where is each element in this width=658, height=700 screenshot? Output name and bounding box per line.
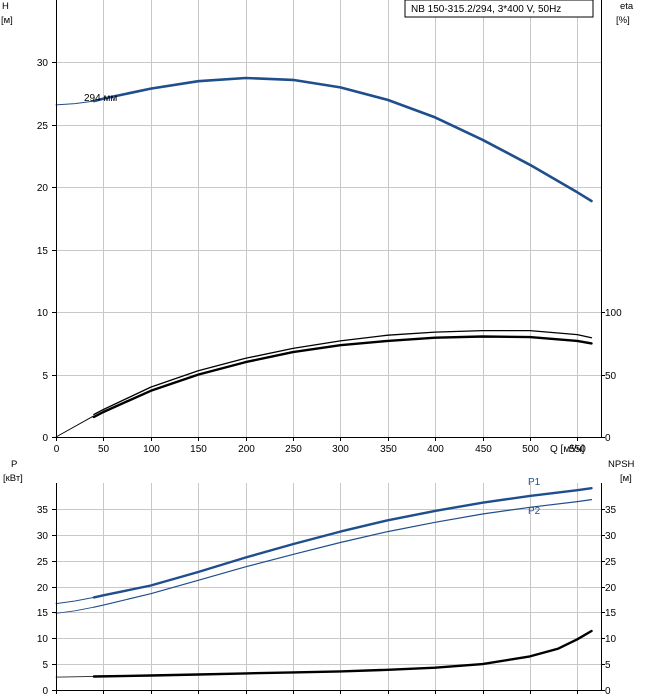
- bottom-left-axis-unit: [кВт]: [3, 473, 23, 484]
- top-right-tick-label: 50: [605, 371, 617, 382]
- top-series-line-3: [92, 335, 593, 419]
- top-left-tick-label: 20: [37, 183, 49, 194]
- bottom-series-line-5: [55, 676, 95, 678]
- top-right-tick-label: 100: [605, 308, 622, 319]
- top-series-line-4: [55, 415, 95, 438]
- x-axis-title: Q [м³/ч]: [550, 444, 585, 455]
- x-tick-label: 450: [475, 444, 492, 455]
- curves-layer: [55, 76, 593, 678]
- top-right-axis-title: eta: [620, 1, 634, 12]
- top-right-axis-unit: [%]: [616, 15, 630, 26]
- bottom-right-tick-label: 25: [605, 557, 617, 568]
- bottom-right-tick-label: 15: [605, 608, 617, 619]
- bottom-left-tick-label: 15: [37, 608, 49, 619]
- bottom-left-tick-label: 30: [37, 531, 49, 542]
- top-series-line-1: [55, 100, 95, 106]
- chart-title: NB 150-315.2/294, 3*400 V, 50Hz: [411, 4, 561, 15]
- top-left-tick-label: 0: [42, 433, 48, 444]
- bottom-series-line-1: [55, 596, 95, 605]
- bottom-left-tick-label: 0: [42, 686, 48, 697]
- bottom-right-tick-label: 5: [605, 660, 611, 671]
- top-right-tick-label: 0: [605, 433, 611, 444]
- top-series-line-0: [92, 76, 593, 203]
- bottom-series-line-p2: [93, 499, 593, 608]
- bottom-right-axis-unit: [м]: [620, 473, 632, 484]
- bottom-right-tick-label: 20: [605, 583, 617, 594]
- top-series-line-2: [93, 329, 593, 416]
- top-left-tick-label: 25: [37, 121, 49, 132]
- x-tick-label: 550: [569, 444, 586, 455]
- x-tick-label: 500: [522, 444, 539, 455]
- top-left-axis-title: H: [2, 1, 9, 12]
- bottom-series-line-3: [55, 606, 95, 614]
- bottom-right-tick-label: 35: [605, 505, 617, 516]
- top-left-tick-label: 5: [42, 371, 48, 382]
- x-tick-label: 100: [143, 444, 160, 455]
- x-tick-label: 150: [190, 444, 207, 455]
- x-tick-label: 400: [427, 444, 444, 455]
- series-label-p2: P2: [528, 506, 541, 517]
- bottom-left-tick-label: 5: [42, 660, 48, 671]
- top-left-tick-label: 30: [37, 58, 49, 69]
- bottom-left-tick-label: 10: [37, 634, 49, 645]
- bottom-left-tick-label: 20: [37, 583, 49, 594]
- bottom-right-axis-title: NPSH: [608, 459, 635, 470]
- bottom-panel-grid: [56, 483, 602, 690]
- top-left-axis-unit: [м]: [1, 15, 13, 26]
- x-tick-label: 0: [54, 444, 60, 455]
- series-label-p1: P1: [528, 477, 541, 488]
- bottom-right-tick-label: 10: [605, 634, 617, 645]
- x-tick-label: 250: [285, 444, 302, 455]
- x-tick-label: 50: [98, 444, 110, 455]
- labels-layer: NB 150-315.2/294, 3*400 V, 50Hz H [м] et…: [1, 0, 635, 517]
- bottom-right-tick-label: 30: [605, 531, 617, 542]
- top-left-tick-label: 10: [37, 308, 49, 319]
- bottom-left-tick-label: 25: [37, 557, 49, 568]
- curve-diameter-label: 294 мм: [84, 93, 117, 104]
- bottom-series-line-4: [92, 629, 593, 678]
- bottom-series-line-p1: [92, 487, 593, 599]
- top-left-tick-label: 15: [37, 246, 49, 257]
- title-box: [404, 0, 594, 18]
- bottom-left-axis-title: P: [11, 459, 17, 470]
- bottom-right-tick-label: 0: [605, 686, 611, 697]
- bottom-left-tick-label: 35: [37, 505, 49, 516]
- x-tick-label: 350: [380, 444, 397, 455]
- x-tick-label: 300: [332, 444, 349, 455]
- top-panel-grid: [56, 0, 602, 437]
- x-tick-label: 200: [238, 444, 255, 455]
